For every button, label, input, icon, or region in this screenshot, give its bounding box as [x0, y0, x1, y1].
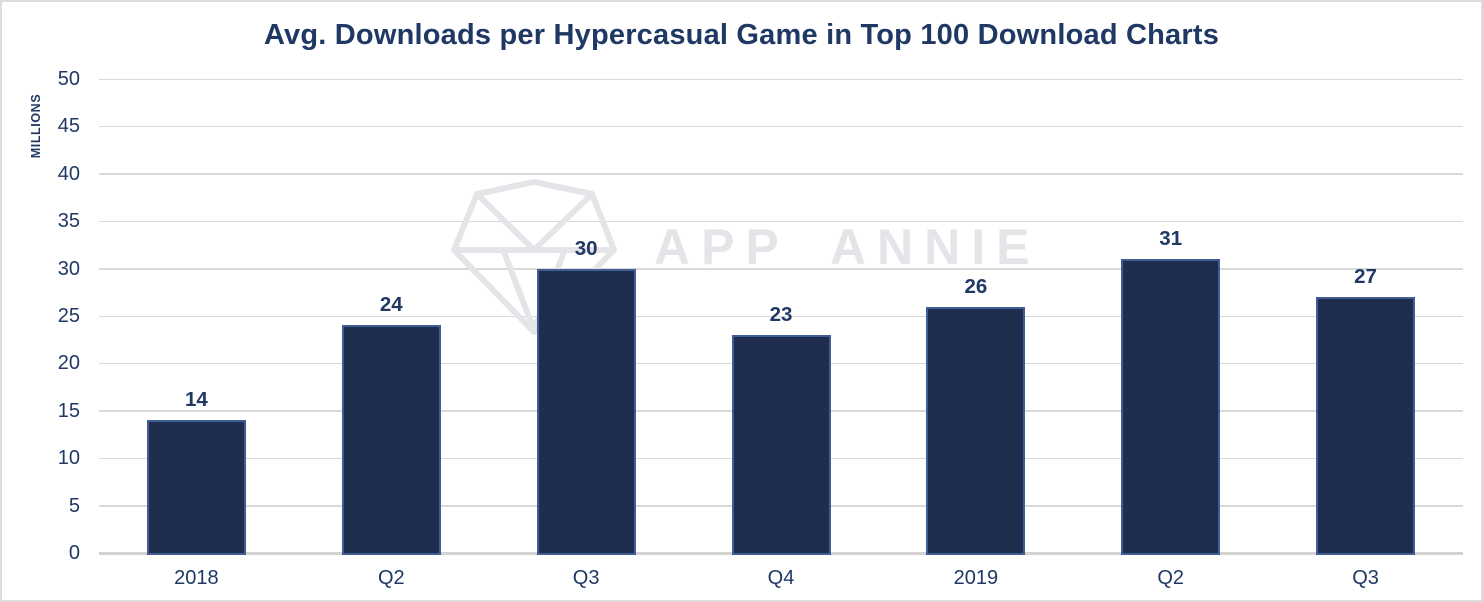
chart-title: Avg. Downloads per Hypercasual Game in T…: [263, 19, 1220, 51]
y-tick-label: 40: [57, 162, 80, 185]
y-tick-label: 35: [57, 210, 80, 233]
x-axis-label: Q2: [1157, 567, 1185, 589]
bar-value-label: 14: [185, 388, 208, 412]
bar-6-Q3: [1316, 297, 1416, 555]
bar-value-label: 26: [964, 274, 988, 298]
bar-value-label: 31: [1159, 227, 1183, 251]
bar-1-Q2: [341, 325, 441, 555]
y-tick-label: 25: [57, 305, 80, 327]
bar-4-2019: [926, 306, 1026, 555]
bar-value-label: 24: [379, 293, 403, 317]
gridline: [99, 220, 1463, 223]
x-axis-label: Q4: [767, 567, 795, 589]
bar-2-Q3: [536, 268, 636, 555]
watermark-text: APP ANNIE: [654, 219, 1041, 275]
x-axis-label: 2018: [174, 567, 219, 589]
y-tick-label: 5: [68, 494, 80, 517]
y-tick-label: 0: [68, 542, 80, 564]
bar-3-Q4: [731, 334, 831, 555]
bar-0-2018: [146, 420, 246, 555]
x-axis-label: Q2: [377, 567, 405, 589]
x-axis-label: Q3: [1352, 567, 1379, 589]
gridline: [99, 315, 1463, 317]
y-tick-label: 45: [57, 115, 80, 138]
bar-value-label: 23: [769, 302, 793, 326]
gridline: [99, 173, 1463, 175]
y-tick-label: 30: [57, 257, 80, 280]
x-axis-label: 2019: [953, 567, 999, 589]
bar-5-Q2: [1121, 259, 1221, 555]
gridline: [99, 125, 1463, 128]
gridline: [99, 78, 1463, 80]
y-tick-label: 15: [57, 399, 80, 422]
bar-value-label: 27: [1354, 265, 1377, 289]
y-tick-label: 20: [57, 352, 80, 375]
bar-value-label: 30: [574, 236, 598, 260]
y-tick-label: 10: [57, 447, 80, 470]
x-axis-label: Q3: [572, 567, 600, 589]
y-tick-label: 50: [57, 68, 80, 90]
gridline: [99, 268, 1463, 270]
